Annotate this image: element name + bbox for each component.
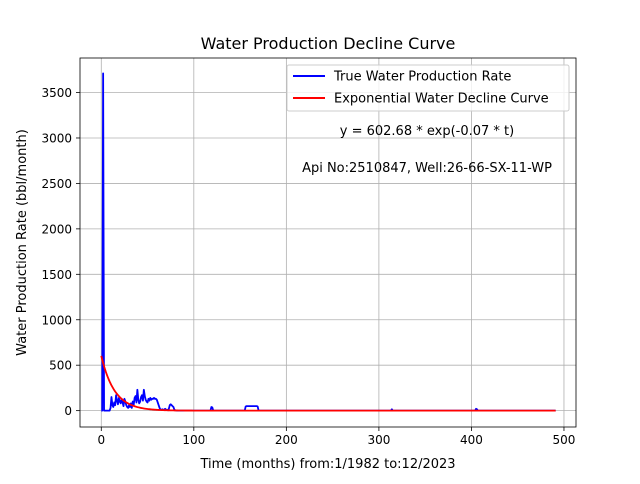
equation-annotation: y = 602.68 * exp(-0.07 * t) <box>340 124 514 139</box>
y-tick-label: 500 <box>49 359 72 373</box>
series-line-true-water-production-rate <box>101 72 556 412</box>
y-tick-label: 3000 <box>41 131 72 145</box>
x-tick-label: 400 <box>460 433 483 447</box>
legend-label-true-rate: True Water Production Rate <box>333 70 511 85</box>
y-tick-label: 3500 <box>41 86 72 100</box>
plot-series <box>100 72 556 412</box>
well-id-annotation: Api No:2510847, Well:26-66-SX-11-WP <box>302 161 552 176</box>
series-line-exponential-decline-curve <box>100 355 556 412</box>
y-tick-label: 2000 <box>41 222 72 236</box>
legend-box <box>286 64 570 112</box>
legend: True Water Production Rate Exponential W… <box>286 64 570 112</box>
x-tick-label: 0 <box>97 433 105 447</box>
x-tick-label: 200 <box>275 433 298 447</box>
legend-label-decline-curve: Exponential Water Decline Curve <box>334 92 549 107</box>
y-tick-label: 1000 <box>41 313 72 327</box>
chart-title: Water Production Decline Curve <box>201 34 456 53</box>
y-axis-label: Water Production Rate (bbl/month) <box>15 129 30 356</box>
x-tick-label: 300 <box>367 433 390 447</box>
plot-frame <box>79 57 577 428</box>
y-tick-label: 2500 <box>41 177 72 191</box>
y-tick-label: 1500 <box>41 268 72 282</box>
y-tick-label: 0 <box>64 404 72 418</box>
axis-ticks: 0 100 200 300 400 500 0 500 1000 1500 2000 2500 3000… <box>41 86 575 447</box>
x-axis-label: Time (months) from:1/1982 to:12/2023 <box>199 457 455 472</box>
x-tick-label: 500 <box>553 433 576 447</box>
x-tick-label: 100 <box>182 433 205 447</box>
